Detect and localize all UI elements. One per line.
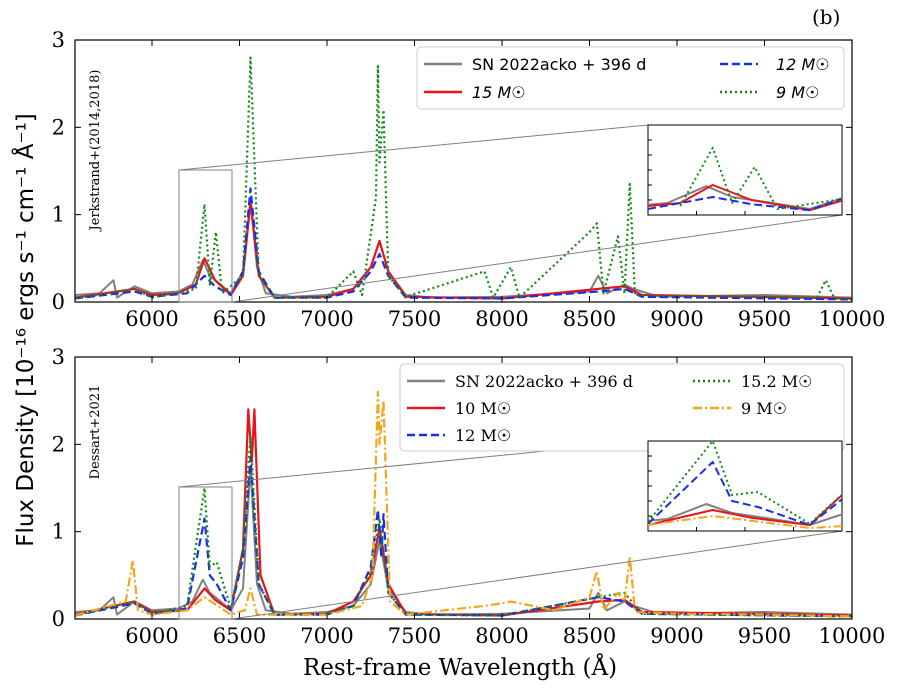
bottom-legend-box bbox=[399, 363, 845, 452]
bottom-inset-series-line-0 bbox=[648, 503, 842, 526]
top-x-tick-label: 10000 bbox=[819, 307, 886, 331]
bottom-series-line-1 bbox=[75, 408, 852, 617]
bottom-x-tick-label: 6500 bbox=[213, 624, 266, 648]
bottom-inset-series-line-2 bbox=[648, 461, 842, 526]
bottom-x-tick-label: 6000 bbox=[125, 624, 178, 648]
top-legend-label-9: 9 M☉ bbox=[776, 83, 819, 102]
top-x-tick-label: 7000 bbox=[300, 307, 353, 331]
top-x-tick-label: 9500 bbox=[738, 307, 791, 331]
bottom-x-tick-label: 8000 bbox=[475, 624, 528, 648]
bottom-y-axis: 0 1 2 3 bbox=[52, 345, 852, 631]
bottom-legend-label-observed: SN 2022acko + 396 d bbox=[455, 372, 633, 391]
bottom-y-tick-label: 2 bbox=[52, 432, 65, 456]
top-panel-frame bbox=[74, 39, 853, 303]
top-legend-label-15: 15 M☉ bbox=[472, 83, 526, 102]
bottom-y-tick-label: 3 bbox=[52, 345, 65, 369]
top-inset-frame bbox=[647, 124, 843, 216]
top-x-tick-label: 6000 bbox=[125, 307, 178, 331]
bottom-inset-ticks bbox=[647, 440, 843, 532]
bottom-inset-series-line-1 bbox=[648, 493, 842, 526]
top-y-tick-label: 3 bbox=[52, 28, 65, 52]
top-zoom-connector-upper bbox=[178, 124, 649, 171]
bottom-panel: 6000 6500 7000 7500 8000 8500 9000 9500 10000 0 1… bbox=[52, 345, 886, 648]
top-inset-series-line-2 bbox=[648, 196, 842, 212]
bottom-series-line-4 bbox=[75, 390, 852, 618]
bottom-inset bbox=[647, 440, 843, 532]
bottom-x-axis: 6000 6500 7000 7500 8000 8500 9000 9500 10000 bbox=[125, 357, 885, 648]
bottom-zoom-connector-lower bbox=[231, 530, 843, 620]
top-legend-label-observed: SN 2022acko + 396 d bbox=[472, 55, 646, 74]
bottom-x-tick-label: 9000 bbox=[650, 624, 703, 648]
top-panel: 6000 6500 7000 7500 8000 8500 9000 9500 10000 0 1… bbox=[52, 28, 886, 331]
panel-label: (b) bbox=[812, 5, 840, 29]
top-zoom-box bbox=[178, 169, 233, 303]
bottom-x-tick-label: 7000 bbox=[300, 624, 353, 648]
top-x-tick-label: 8500 bbox=[563, 307, 616, 331]
top-inset bbox=[647, 124, 843, 216]
bottom-y-tick-label: 1 bbox=[52, 520, 65, 544]
top-y-tick-label: 1 bbox=[52, 203, 65, 227]
top-legend-label-12: 12 M☉ bbox=[776, 55, 830, 74]
bottom-legend-label-10: 10 M☉ bbox=[455, 399, 511, 418]
bottom-x-tick-label: 9500 bbox=[738, 624, 791, 648]
top-x-tick-label: 9000 bbox=[650, 307, 703, 331]
top-x-axis: 6000 6500 7000 7500 8000 8500 9000 9500 10000 bbox=[125, 40, 885, 331]
top-x-tick-label: 8000 bbox=[475, 307, 528, 331]
top-zoom-connector-lower bbox=[231, 214, 843, 303]
bottom-legend-label-15-2: 15.2 M☉ bbox=[741, 372, 812, 391]
top-y-tick-label: 2 bbox=[52, 115, 65, 139]
bottom-inset-series bbox=[648, 441, 842, 529]
bottom-x-tick-label: 7500 bbox=[388, 624, 441, 648]
top-x-tick-label: 6500 bbox=[213, 307, 266, 331]
top-inset-series bbox=[648, 146, 842, 212]
top-panel-series bbox=[75, 56, 852, 301]
bottom-panel-frame bbox=[74, 356, 853, 620]
top-inset-ticks bbox=[647, 124, 843, 216]
top-legend: SN 2022acko + 396 d 15 M☉ 12 M☉ 9 M☉ bbox=[416, 46, 845, 110]
top-series-line-0 bbox=[75, 200, 852, 299]
top-y-axis: 0 1 2 3 bbox=[52, 28, 852, 314]
bottom-y-tick-label: 0 bbox=[52, 607, 65, 631]
bottom-model-label: Dessart+2021 bbox=[88, 385, 103, 480]
top-legend-box bbox=[416, 46, 845, 110]
bottom-legend: SN 2022acko + 396 d 10 M☉ 12 M☉ 15.2 M☉ … bbox=[399, 363, 845, 452]
bottom-legend-label-12: 12 M☉ bbox=[455, 426, 511, 445]
top-inset-series-line-1 bbox=[648, 184, 842, 212]
bottom-x-tick-label: 10000 bbox=[819, 624, 886, 648]
bottom-legend-label-9: 9 M☉ bbox=[741, 399, 787, 418]
x-axis-title: Rest-frame Wavelength (Å) bbox=[303, 653, 617, 681]
top-y-tick-label: 0 bbox=[52, 290, 65, 314]
top-x-tick-label: 7500 bbox=[388, 307, 441, 331]
bottom-zoom-box bbox=[178, 486, 233, 620]
y-axis-title: Flux Density [10⁻¹⁶ ergs s⁻¹ cm⁻¹ Å⁻¹] bbox=[11, 113, 39, 547]
top-series-line-3 bbox=[75, 56, 852, 301]
top-inset-series-line-3 bbox=[679, 146, 842, 210]
top-model-label: Jerkstrand+(2014,2018) bbox=[88, 70, 103, 233]
bottom-x-tick-label: 8500 bbox=[563, 624, 616, 648]
